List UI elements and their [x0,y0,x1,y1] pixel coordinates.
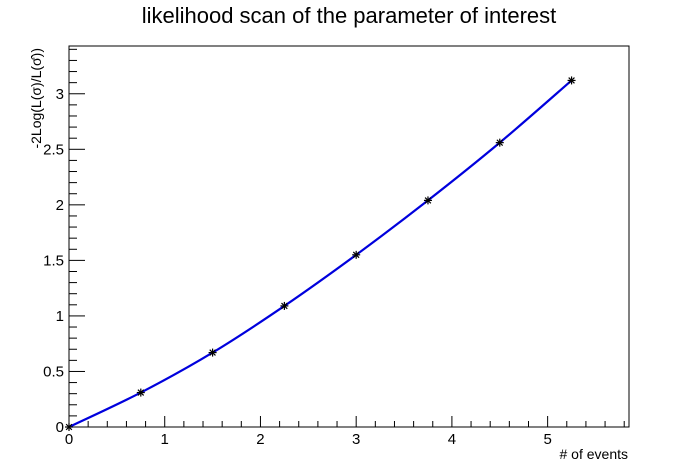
data-point [65,423,73,431]
data-point [208,348,217,357]
data-point [280,301,289,310]
x-axis: 0 1 2 3 4 5 [65,416,625,448]
x-axis-label: # of events [560,446,629,462]
data-point [352,250,361,259]
y-axis: 0 0.5 1 1.5 2 2.5 3 [43,48,85,436]
x-tick-label: 4 [448,431,456,448]
y-tick-label: 2.5 [43,141,64,158]
y-axis-label: -2Log(L(σ)/L(σ̂)) [28,48,44,149]
x-tick-label: 5 [543,431,551,448]
x-tick-label: 0 [65,431,73,448]
plot-frame [68,45,630,428]
data-point [136,388,145,397]
x-tick-label: 2 [256,431,264,448]
data-point [423,196,432,205]
y-tick-label: 1.5 [43,252,64,269]
y-tick-label: 2 [56,197,64,214]
series-line [68,79,573,428]
y-tick-label: 0.5 [43,363,64,380]
y-tick-label: 1 [56,308,64,325]
chart-title: likelihood scan of the parameter of inte… [142,3,557,28]
data-point [495,138,504,147]
x-tick-label: 3 [352,431,360,448]
y-tick-label: 3 [56,86,64,103]
data-point [567,76,576,85]
y-tick-label: 0 [56,419,64,436]
series-layer [65,76,576,431]
x-tick-label: 1 [161,431,169,448]
